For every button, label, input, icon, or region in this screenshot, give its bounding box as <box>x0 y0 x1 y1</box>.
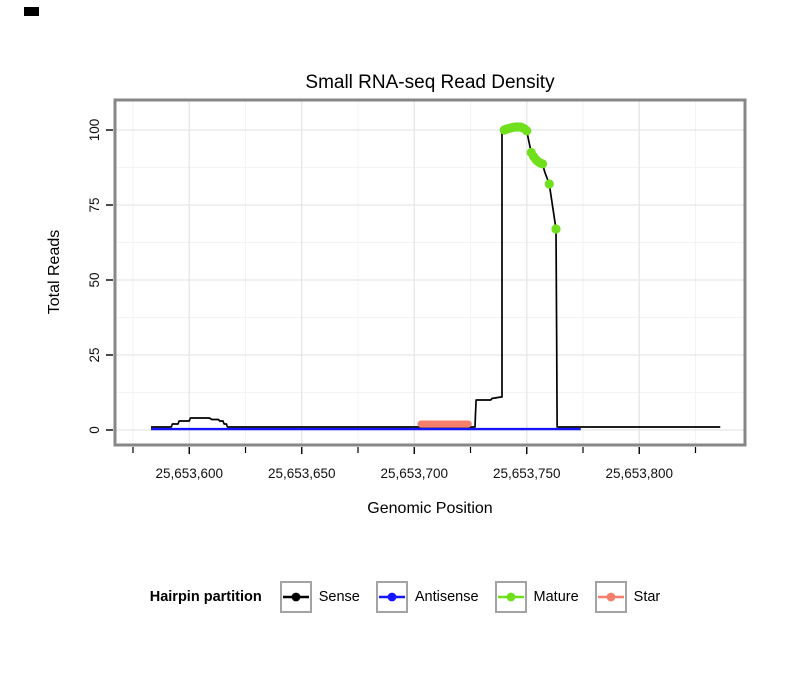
y-tick-label: 25 <box>87 347 102 362</box>
x-tick-label: 25,653,800 <box>605 466 673 481</box>
legend-item-sense: Sense <box>279 581 360 613</box>
legend-item-star: Star <box>594 581 661 613</box>
y-tick-label: 0 <box>87 426 102 434</box>
x-tick-label: 25,653,600 <box>155 466 223 481</box>
point-mature <box>537 159 548 169</box>
x-tick-label: 25,653,700 <box>380 466 448 481</box>
legend-title: Hairpin partition <box>149 589 262 605</box>
x-tick-label: 25,653,750 <box>493 466 561 481</box>
legend-item-antisense: Antisense <box>375 581 479 613</box>
x-tick-label: 25,653,650 <box>268 466 336 481</box>
legend: Hairpin partition Sense Antisense <box>0 581 810 613</box>
y-tick-label: 50 <box>87 272 102 287</box>
x-axis-label: Genomic Position <box>367 500 493 517</box>
antisense-key-icon <box>375 581 408 613</box>
star-key-icon <box>594 581 627 613</box>
plot-area <box>115 100 745 445</box>
mature-key-icon <box>494 581 527 613</box>
legend-label-mature: Mature <box>533 589 579 605</box>
plot-frame <box>113 98 747 447</box>
point-mature <box>522 126 532 136</box>
legend-item-mature: Mature <box>494 581 579 613</box>
corner-artifact <box>24 7 39 16</box>
point-mature <box>544 179 554 189</box>
legend-label-antisense: Antisense <box>414 589 479 605</box>
legend-label-star: Star <box>633 589 661 605</box>
y-tick-label: 100 <box>87 119 102 142</box>
legend-label-sense: Sense <box>318 589 360 605</box>
point-mature <box>551 224 561 234</box>
sense-key-icon <box>279 581 312 613</box>
y-tick-label: 75 <box>87 197 102 212</box>
chart-title: Small RNA-seq Read Density <box>305 72 555 93</box>
